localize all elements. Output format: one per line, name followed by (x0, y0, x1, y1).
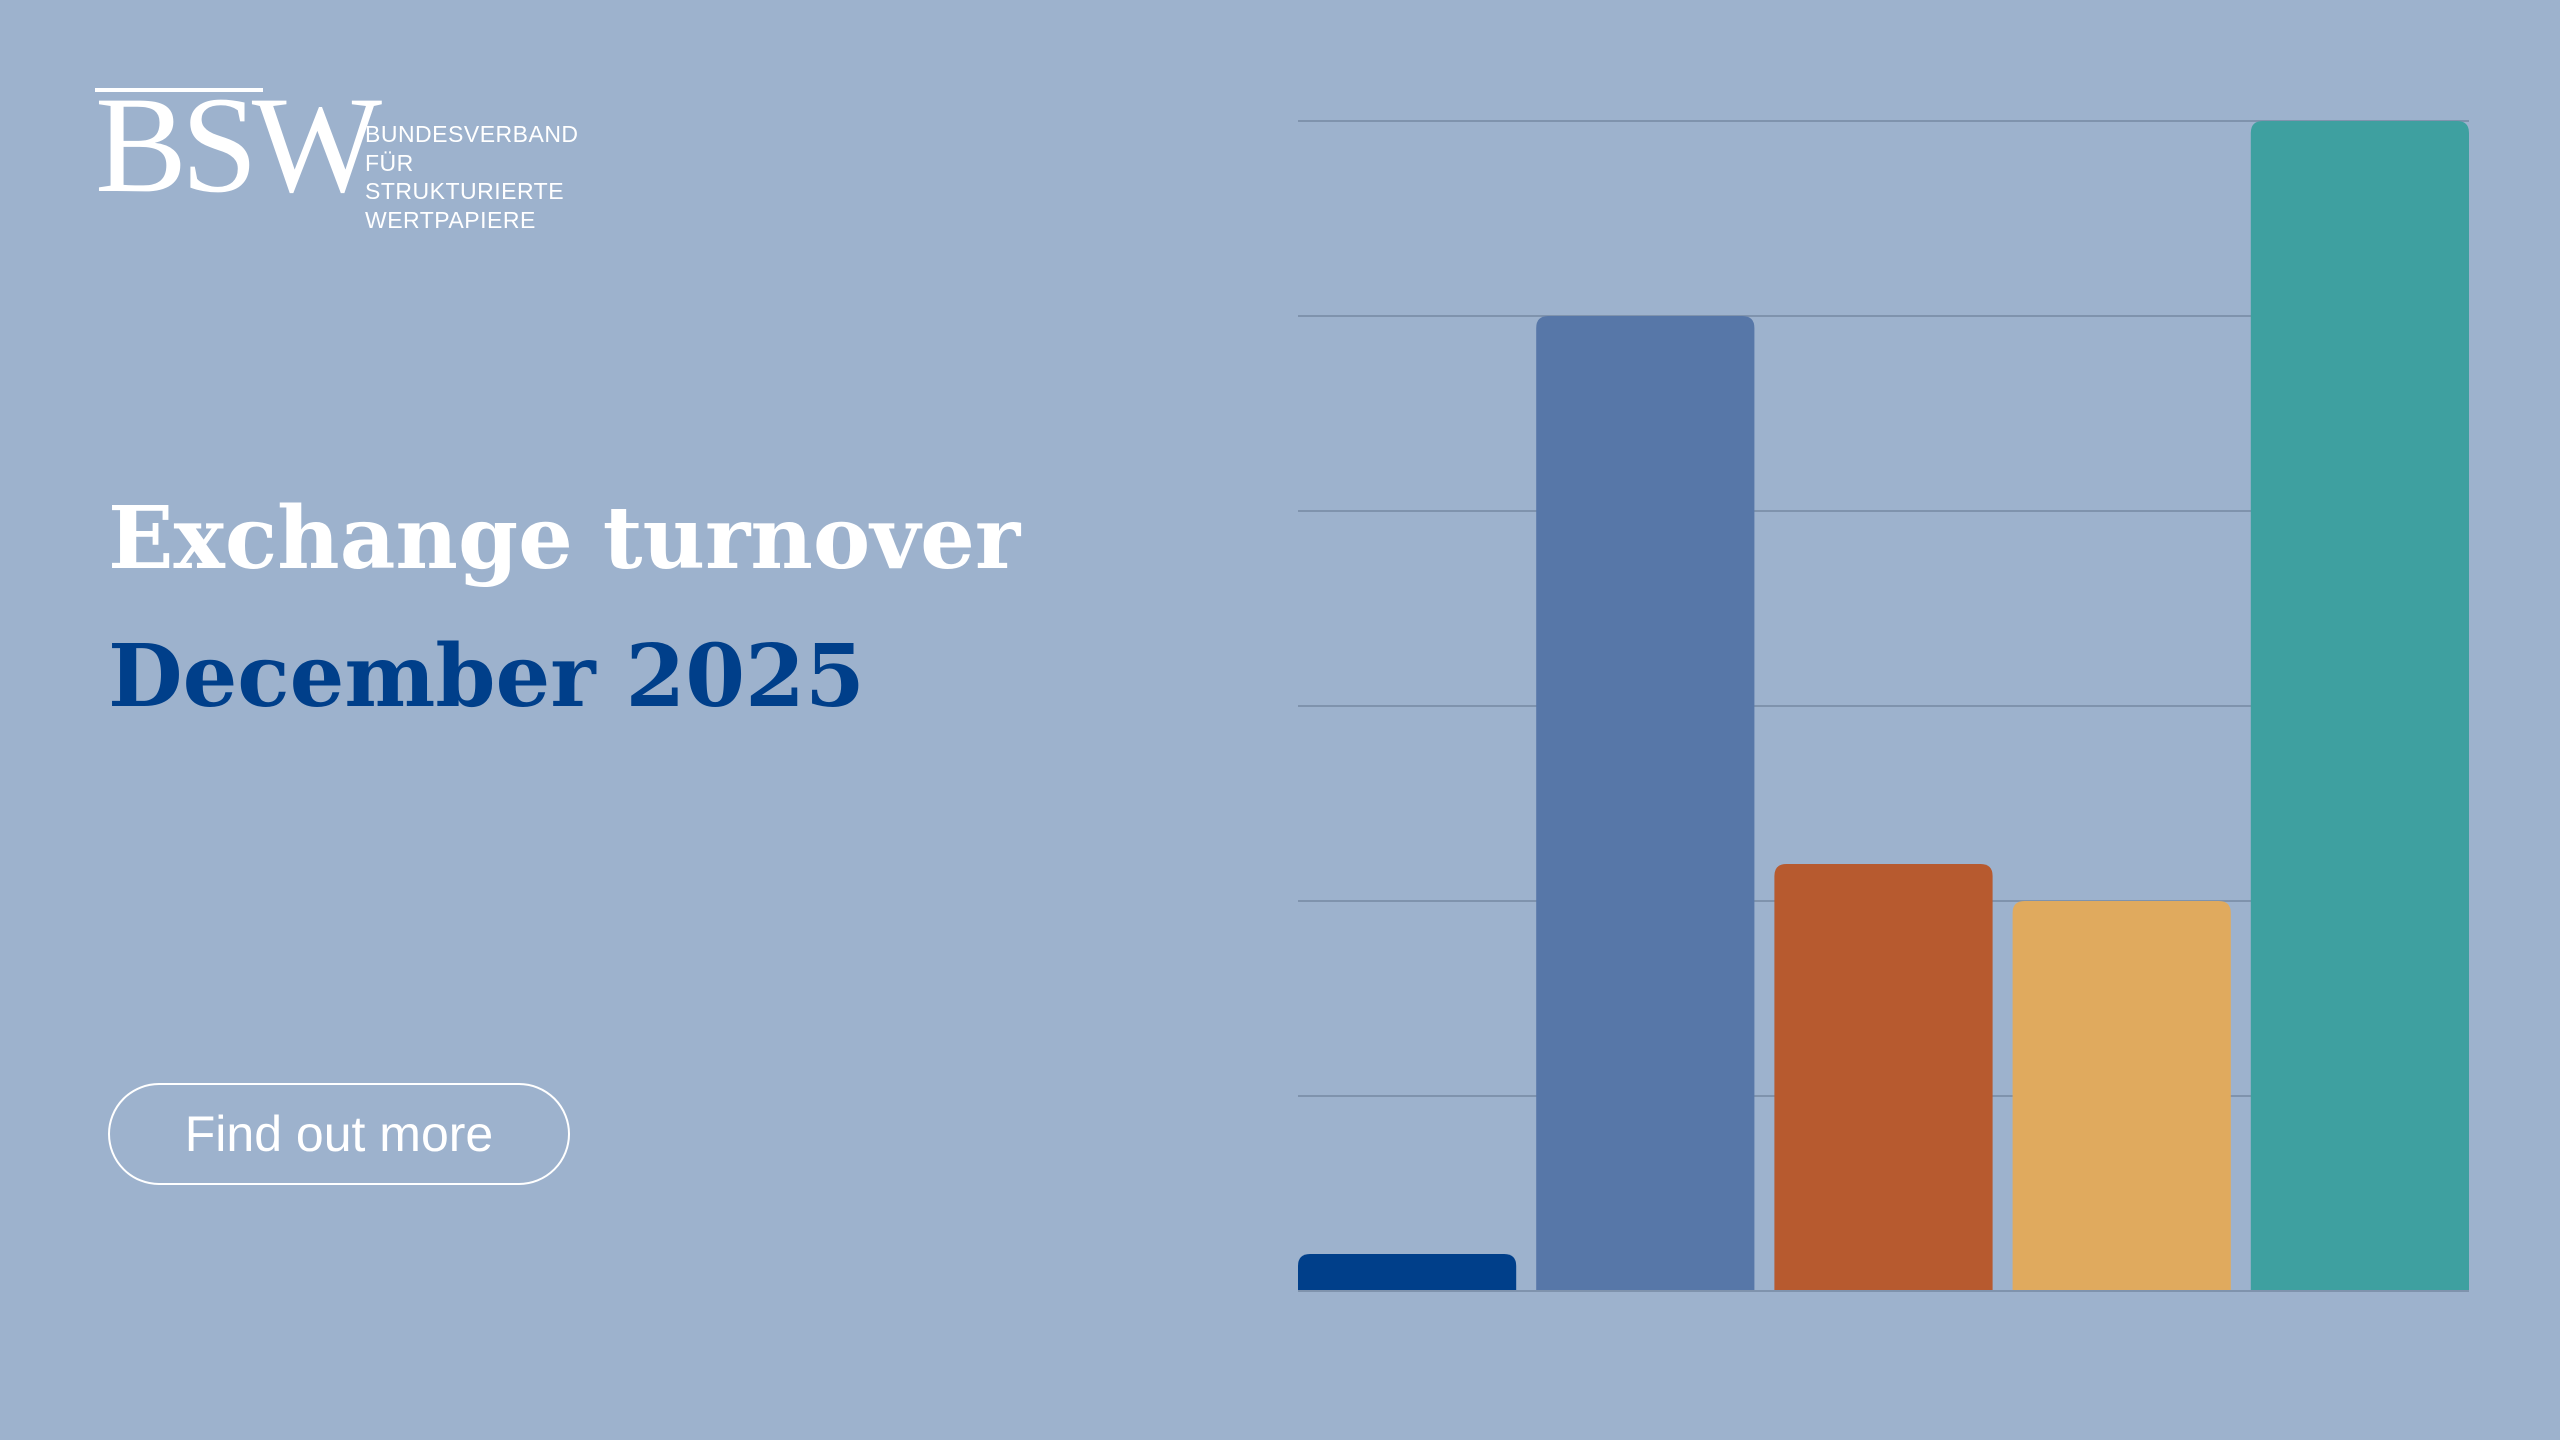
bar-3 (1774, 863, 1993, 1291)
page-subtitle: December 2025 (108, 626, 865, 727)
bar-2 (1536, 316, 1755, 1291)
bar-5 (2250, 121, 2469, 1291)
page-title: Exchange turnover (108, 488, 1021, 589)
logo-text: BUNDESVERBAND FÜR STRUKTURIERTE WERTPAPI… (365, 120, 595, 234)
logo-bar (95, 88, 263, 92)
bar-4 (2012, 901, 2231, 1291)
find-out-more-button[interactable]: Find out more (108, 1083, 570, 1185)
bsw-logo: BSW BUNDESVERBAND FÜR STRUKTURIERTE WERT… (95, 76, 595, 233)
logo-line: BUNDESVERBAND (365, 121, 579, 147)
logo-line: FÜR STRUKTURIERTE (365, 149, 565, 205)
bar-1 (1298, 1253, 1517, 1291)
logo-line: WERTPAPIERE (365, 206, 536, 233)
logo-letters: BSW (95, 68, 382, 221)
